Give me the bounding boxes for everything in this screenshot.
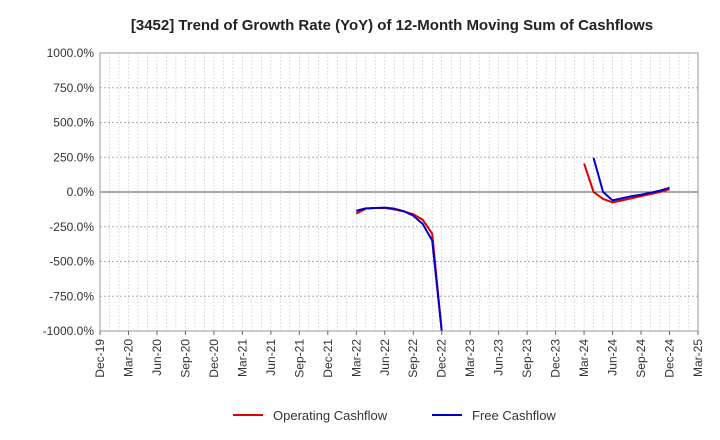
chart-title: [3452] Trend of Growth Rate (YoY) of 12-… [131,17,653,34]
legend-label: Operating Cashflow [273,408,388,423]
series-line-free-cashflow [356,206,443,331]
series-line-operating-cashflow [583,163,670,204]
plot-frame [99,52,699,332]
y-axis: 1000.0% 750.0% 500.0% 250.0% 0.0% -250.0% -500… [43,46,95,338]
x-tick-label: Dec-20 [207,339,221,378]
x-tick-label: Mar-24 [577,339,591,377]
x-tick-label: Jun-20 [150,339,164,376]
x-tick-label: Jun-23 [492,339,506,376]
x-tick-label: Sep-23 [520,339,534,378]
legend-label: Free Cashflow [472,408,556,423]
x-tick-label: Mar-21 [235,339,249,377]
y-tick-label: 250.0% [53,150,94,164]
x-tick-label: Dec-21 [321,339,335,378]
grid [99,52,699,332]
x-tick-label: Jun-24 [606,339,620,376]
x-tick-label: Dec-23 [549,339,563,378]
x-tick-label: Mar-25 [691,339,705,377]
y-tick-label: 500.0% [53,116,94,130]
x-tick-label: Sep-21 [292,339,306,378]
x-tick-label: Sep-24 [634,339,648,378]
legend: Operating Cashflow Free Cashflow [233,408,556,423]
x-tick-label: Mar-23 [463,339,477,377]
series-layer [355,157,670,331]
x-tick-label: Dec-22 [435,339,449,378]
y-tick-label: -750.0% [49,289,94,303]
x-tick-label: Jun-21 [264,339,278,376]
y-tick-label: 750.0% [53,81,94,95]
x-tick-label: Mar-22 [349,339,363,377]
series-line-free-cashflow [592,157,670,202]
x-tick-label: Dec-24 [663,339,677,378]
y-tick-label: 1000.0% [47,46,95,60]
x-axis: Dec-19 Mar-20 Jun-20 Sep-20 Dec-20 Mar-21 Jun-… [93,331,705,378]
y-tick-label: -500.0% [49,255,94,269]
x-tick-label: Mar-20 [121,339,135,377]
x-tick-label: Jun-22 [378,339,392,376]
y-tick-label: 0.0% [67,185,95,199]
y-tick-label: -1000.0% [43,324,95,338]
x-tick-label: Sep-20 [178,339,192,378]
x-tick-label: Sep-22 [406,339,420,378]
x-tick-label: Dec-19 [93,339,107,378]
y-tick-label: -250.0% [49,220,94,234]
